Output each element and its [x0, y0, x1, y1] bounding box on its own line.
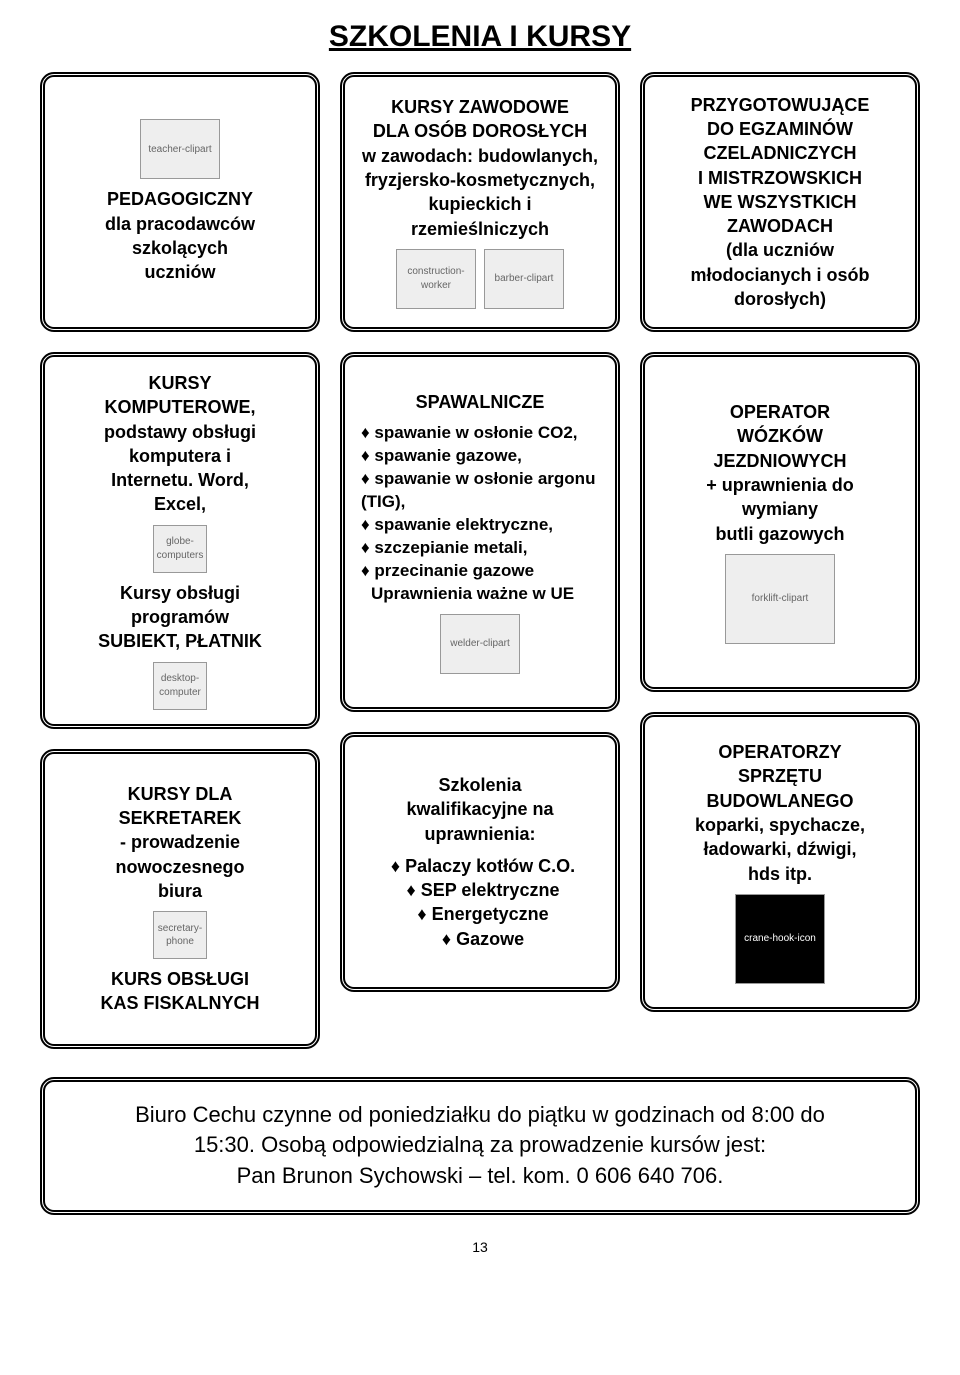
text: KURS OBSŁUGI — [100, 967, 259, 991]
text: WE WSZYSTKICH — [690, 190, 869, 214]
text: Kursy obsługi — [98, 581, 262, 605]
text: - prowadzenie — [115, 830, 244, 854]
text: + uprawnienia do — [706, 473, 854, 497]
text: ładowarki, dźwigi, — [695, 837, 865, 861]
text: KURSY — [104, 371, 256, 395]
list-item: przecinanie gazowe — [361, 560, 605, 583]
list-item: spawanie elektryczne, — [361, 514, 605, 537]
text: Szkolenia — [406, 773, 553, 797]
text: uczniów — [105, 260, 255, 284]
barber-icon: barber-clipart — [484, 249, 564, 309]
text: KURSY ZAWODOWE — [357, 95, 603, 119]
text: kwalifikacyjne na — [406, 797, 553, 821]
box-budowlany: OPERATORZY SPRZĘTU BUDOWLANEGO koparki, … — [640, 712, 920, 1012]
column-3: PRZYGOTOWUJĄCE DO EGZAMINÓW CZELADNICZYC… — [640, 72, 920, 1049]
globe-icon: globe-computers — [153, 525, 207, 573]
text: (dla uczniów — [690, 238, 869, 262]
list-item: Palaczy kotłów C.O. — [363, 854, 603, 878]
text: dorosłych) — [690, 287, 869, 311]
text: nowoczesnego — [115, 855, 244, 879]
list-item: szczepianie metali, — [361, 537, 605, 560]
column-1: teacher-clipart PEDAGOGICZNY dla pracoda… — [40, 72, 320, 1049]
text: SPAWALNICZE — [416, 390, 545, 414]
box-egzaminy: PRZYGOTOWUJĄCE DO EGZAMINÓW CZELADNICZYC… — [640, 72, 920, 332]
list-item: spawanie gazowe, — [361, 445, 605, 468]
list-item: spawanie w osłonie argonu (TIG), — [361, 468, 605, 514]
text: wymiany — [706, 497, 854, 521]
construction-icon: construction-worker — [396, 249, 476, 309]
course-grid: teacher-clipart PEDAGOGICZNY dla pracoda… — [40, 72, 920, 1049]
text: szkolących — [105, 236, 255, 260]
box-spawalnicze: SPAWALNICZE spawanie w osłonie CO2, spaw… — [340, 352, 620, 712]
text: KURSY DLA — [115, 782, 244, 806]
text: SEKRETAREK — [115, 806, 244, 830]
text: młodocianych i osób — [690, 263, 869, 287]
column-2: KURSY ZAWODOWE DLA OSÓB DOROSŁYCH w zawo… — [340, 72, 620, 1049]
welder-icon: welder-clipart — [440, 614, 520, 674]
box-wozki: OPERATOR WÓZKÓW JEZDNIOWYCH + uprawnieni… — [640, 352, 920, 692]
text: PEDAGOGICZNY — [105, 187, 255, 211]
text: Internetu. Word, — [104, 468, 256, 492]
text: PRZYGOTOWUJĄCE — [690, 93, 869, 117]
text: JEZDNIOWYCH — [706, 449, 854, 473]
text: Uprawnienia ważne w UE — [361, 583, 605, 606]
box-pedagogiczny: teacher-clipart PEDAGOGICZNY dla pracoda… — [40, 72, 320, 332]
text: DO EGZAMINÓW — [690, 117, 869, 141]
computer-icon: desktop-computer — [153, 662, 207, 710]
text: ZAWODACH — [690, 214, 869, 238]
box-sekretarki: KURSY DLA SEKRETAREK - prowadzenie nowoc… — [40, 749, 320, 1049]
box-kwalifikacyjne: Szkolenia kwalifikacyjne na uprawnienia:… — [340, 732, 620, 992]
qual-list: Palaczy kotłów C.O. SEP elektryczne Ener… — [357, 854, 603, 951]
text: KAS FISKALNYCH — [100, 991, 259, 1015]
text: OPERATOR — [706, 400, 854, 424]
text: komputera i — [104, 444, 256, 468]
text: butli gazowych — [706, 522, 854, 546]
text: KOMPUTEROWE, — [104, 395, 256, 419]
box-komputerowe: KURSY KOMPUTEROWE, podstawy obsługi komp… — [40, 352, 320, 729]
text: dla pracodawców — [105, 212, 255, 236]
list-item: Energetyczne — [363, 902, 603, 926]
secretary-icon: secretary-phone — [153, 911, 207, 959]
crane-icon: crane-hook-icon — [735, 894, 825, 984]
page-title: SZKOLENIA I KURSY — [40, 20, 920, 54]
list-item: Gazowe — [363, 927, 603, 951]
text: BUDOWLANEGO — [695, 789, 865, 813]
footer-info: Biuro Cechu czynne od poniedziałku do pi… — [40, 1077, 920, 1215]
text: Pan Brunon Sychowski – tel. kom. 0 606 6… — [69, 1161, 891, 1192]
list-item: SEP elektryczne — [363, 878, 603, 902]
weld-list: spawanie w osłonie CO2, spawanie gazowe,… — [355, 422, 605, 606]
text: 15:30. Osobą odpowiedzialną za prowadzen… — [69, 1130, 891, 1161]
text: programów — [98, 605, 262, 629]
text: CZELADNICZYCH — [690, 141, 869, 165]
text: I MISTRZOWSKICH — [690, 166, 869, 190]
text: podstawy obsługi — [104, 420, 256, 444]
text: WÓZKÓW — [706, 424, 854, 448]
text: kupieckich i rzemieślniczych — [357, 192, 603, 241]
text: koparki, spychacze, — [695, 813, 865, 837]
text: uprawnienia: — [406, 822, 553, 846]
text: SUBIEKT, PŁATNIK — [98, 629, 262, 653]
box-zawodowe: KURSY ZAWODOWE DLA OSÓB DOROSŁYCH w zawo… — [340, 72, 620, 332]
text: Excel, — [104, 492, 256, 516]
text: biura — [115, 879, 244, 903]
forklift-icon: forklift-clipart — [725, 554, 835, 644]
list-item: spawanie w osłonie CO2, — [361, 422, 605, 445]
teacher-icon: teacher-clipart — [140, 119, 220, 179]
text: w zawodach: budowlanych, — [357, 144, 603, 168]
text: fryzjersko-kosmetycznych, — [357, 168, 603, 192]
text: OPERATORZY — [695, 740, 865, 764]
text: DLA OSÓB DOROSŁYCH — [357, 119, 603, 143]
text: hds itp. — [695, 862, 865, 886]
text: SPRZĘTU — [695, 764, 865, 788]
text: Biuro Cechu czynne od poniedziałku do pi… — [69, 1100, 891, 1131]
page-number: 13 — [40, 1239, 920, 1255]
